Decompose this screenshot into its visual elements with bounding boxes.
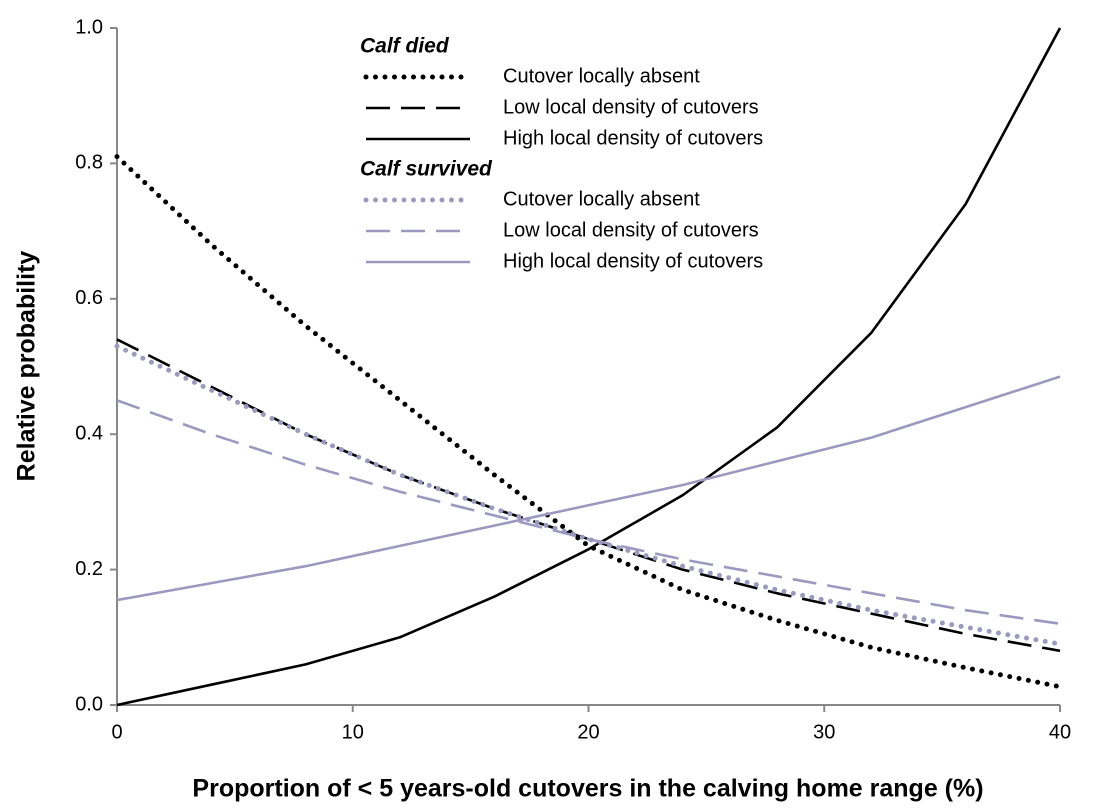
x-tick-label: 30 (813, 721, 835, 743)
legend-group-title: Calf survived (360, 158, 493, 181)
y-tick-label: 0.6 (75, 287, 103, 309)
x-axis-title: Proportion of < 5 years-old cutovers in … (192, 775, 983, 803)
series-line (116, 399, 1061, 626)
legend-label: High local density of cutovers (503, 250, 763, 272)
y-axis-title: Relative probability (13, 251, 41, 482)
series-line (116, 338, 1061, 653)
y-tick-label: 0.2 (75, 558, 103, 580)
y-tick-label: 1.0 (75, 16, 103, 38)
legend-label: Low local density of cutovers (503, 96, 759, 118)
legend-label: High local density of cutovers (503, 127, 763, 149)
x-tick-label: 10 (342, 721, 364, 743)
legend-label: Cutover locally absent (503, 188, 700, 210)
series-line (114, 343, 1063, 647)
series-line (116, 27, 1062, 707)
legend-label: Cutover locally absent (503, 65, 700, 87)
x-tick-label: 20 (577, 721, 599, 743)
x-tick-label: 0 (111, 721, 122, 743)
y-tick-label: 0.8 (75, 152, 103, 174)
y-tick-label: 0.4 (75, 422, 103, 444)
legend-label: Low local density of cutovers (503, 219, 759, 241)
y-tick-label: 0.0 (75, 693, 103, 715)
series-line (116, 375, 1061, 602)
legend-group-title: Calf died (360, 35, 450, 58)
x-tick-label: 40 (1049, 721, 1071, 743)
